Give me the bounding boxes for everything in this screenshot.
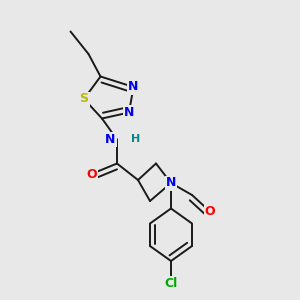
Text: N: N	[128, 80, 139, 94]
Text: N: N	[124, 106, 134, 119]
Text: S: S	[80, 92, 88, 106]
Text: H: H	[130, 134, 140, 144]
Text: N: N	[166, 176, 176, 190]
Text: N: N	[105, 133, 116, 146]
Text: O: O	[86, 167, 97, 181]
Text: O: O	[205, 205, 215, 218]
Text: Cl: Cl	[164, 277, 178, 290]
